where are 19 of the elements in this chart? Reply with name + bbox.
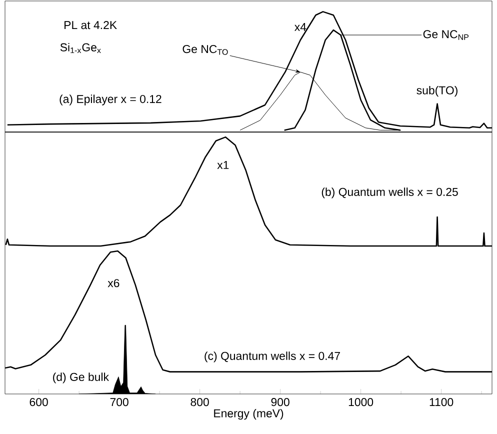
annotation: sub(TO) [416, 86, 458, 97]
x-tick-label: 700 [110, 398, 128, 406]
annotation: Si$_{1-x}$Ge$_{x}$ [60, 42, 101, 54]
x-axis-title: Energy (meV) [214, 408, 284, 420]
series-label: (a) Epilayer x = 0.12 [60, 94, 162, 106]
x-tick-label: 900 [271, 398, 290, 406]
text: Ge NC$_{TO}$ [182, 44, 228, 55]
annotation: x1 [217, 161, 229, 169]
series-label: (c) Quantum wells x = 0.47 [204, 352, 340, 362]
annotation: x4 [294, 23, 306, 31]
x-tick-label: 1000 [348, 398, 374, 406]
text: (b) Quantum wells x = 0.25 [322, 188, 458, 198]
series-label: (d) Ge bulk [53, 372, 110, 384]
x-tick-label: 800 [190, 398, 209, 406]
annotation: PL at 4.2K [64, 21, 117, 30]
x-tick-label: 600 [30, 398, 48, 406]
annotation: x6 [108, 279, 120, 288]
text: Ge NC$_{NP}$ [423, 30, 469, 40]
x-tick-label: 1100 [430, 398, 454, 406]
